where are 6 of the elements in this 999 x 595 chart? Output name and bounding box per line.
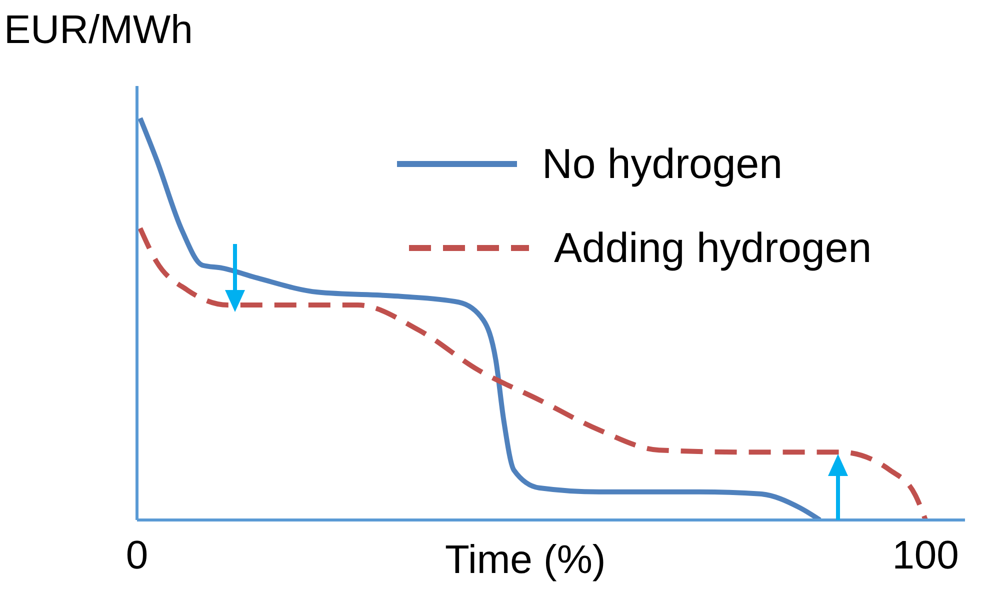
x-axis-title: Time (%) [445, 538, 606, 583]
legend-label: Adding hydrogen [554, 224, 872, 272]
legend-label: No hydrogen [542, 140, 782, 188]
x-tick-label: 0 [126, 533, 148, 578]
y-axis-title: EUR/MWh [4, 8, 193, 53]
x-tick-label: 100 [892, 533, 959, 578]
